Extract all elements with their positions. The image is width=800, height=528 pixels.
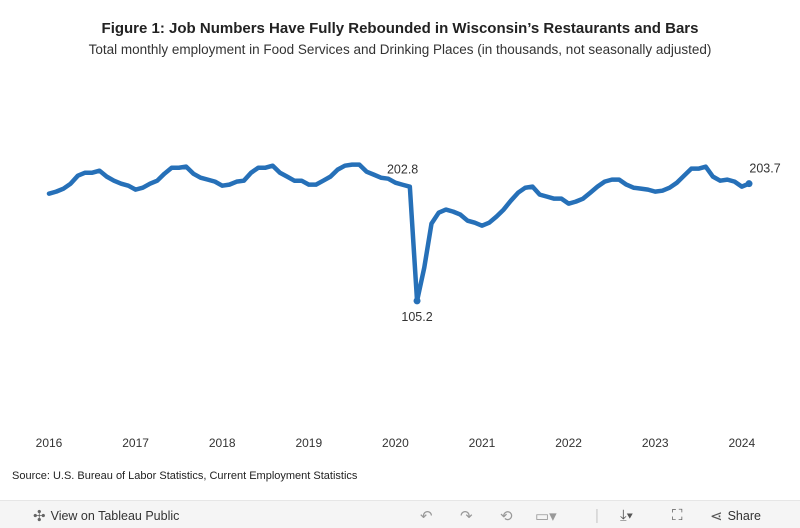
x-tick-label: 2020 — [382, 436, 409, 450]
data-point — [413, 297, 421, 305]
data-label: 202.8 — [387, 163, 418, 177]
x-tick-label: 2021 — [469, 436, 496, 450]
pause-icon[interactable]: ▭▾ — [535, 508, 557, 525]
share-label: Share — [727, 509, 761, 523]
toolbar-divider: | — [595, 507, 599, 524]
tableau-logo-icon: ✣ — [33, 508, 46, 525]
x-tick-label: 2018 — [209, 436, 236, 450]
source-note: Source: U.S. Bureau of Labor Statistics,… — [12, 470, 358, 482]
fullscreen-icon[interactable]: ⛶ — [672, 507, 683, 524]
share-button[interactable]: ⋖ Share — [710, 507, 761, 525]
data-label: 105.2 — [401, 310, 432, 324]
redo-icon[interactable]: ↷ — [460, 508, 473, 525]
x-tick-label: 2019 — [295, 436, 322, 450]
data-label: 203.7 — [749, 162, 780, 176]
x-tick-label: 2024 — [728, 436, 755, 450]
data-point — [745, 180, 753, 188]
download-icon[interactable]: ⤓▾ — [620, 507, 633, 524]
chart-title: Figure 1: Job Numbers Have Fully Rebound… — [101, 20, 699, 37]
x-tick-label: 2017 — [122, 436, 149, 450]
employment-line[interactable] — [46, 162, 752, 304]
view-on-tableau-label: View on Tableau Public — [50, 509, 180, 523]
share-icon: ⋖ — [710, 508, 723, 525]
view-on-tableau-button[interactable]: ✣ View on Tableau Public — [33, 507, 179, 525]
tableau-toolbar: ✣ View on Tableau Public ↶ ↷ ⟲ ▭▾ | ⤓▾ ⛶… — [0, 500, 800, 528]
x-tick-label: 2016 — [36, 436, 63, 450]
chart-subtitle: Total monthly employment in Food Service… — [88, 42, 712, 57]
x-tick-label: 2022 — [555, 436, 582, 450]
line-chart[interactable]: 2016 2017 2018 2019 2020 2021 2022 2023 2024 202.… — [0, 0, 800, 470]
revert-icon[interactable]: ⟲ — [500, 508, 513, 525]
x-tick-label: 2023 — [642, 436, 669, 450]
undo-icon[interactable]: ↶ — [420, 508, 433, 525]
